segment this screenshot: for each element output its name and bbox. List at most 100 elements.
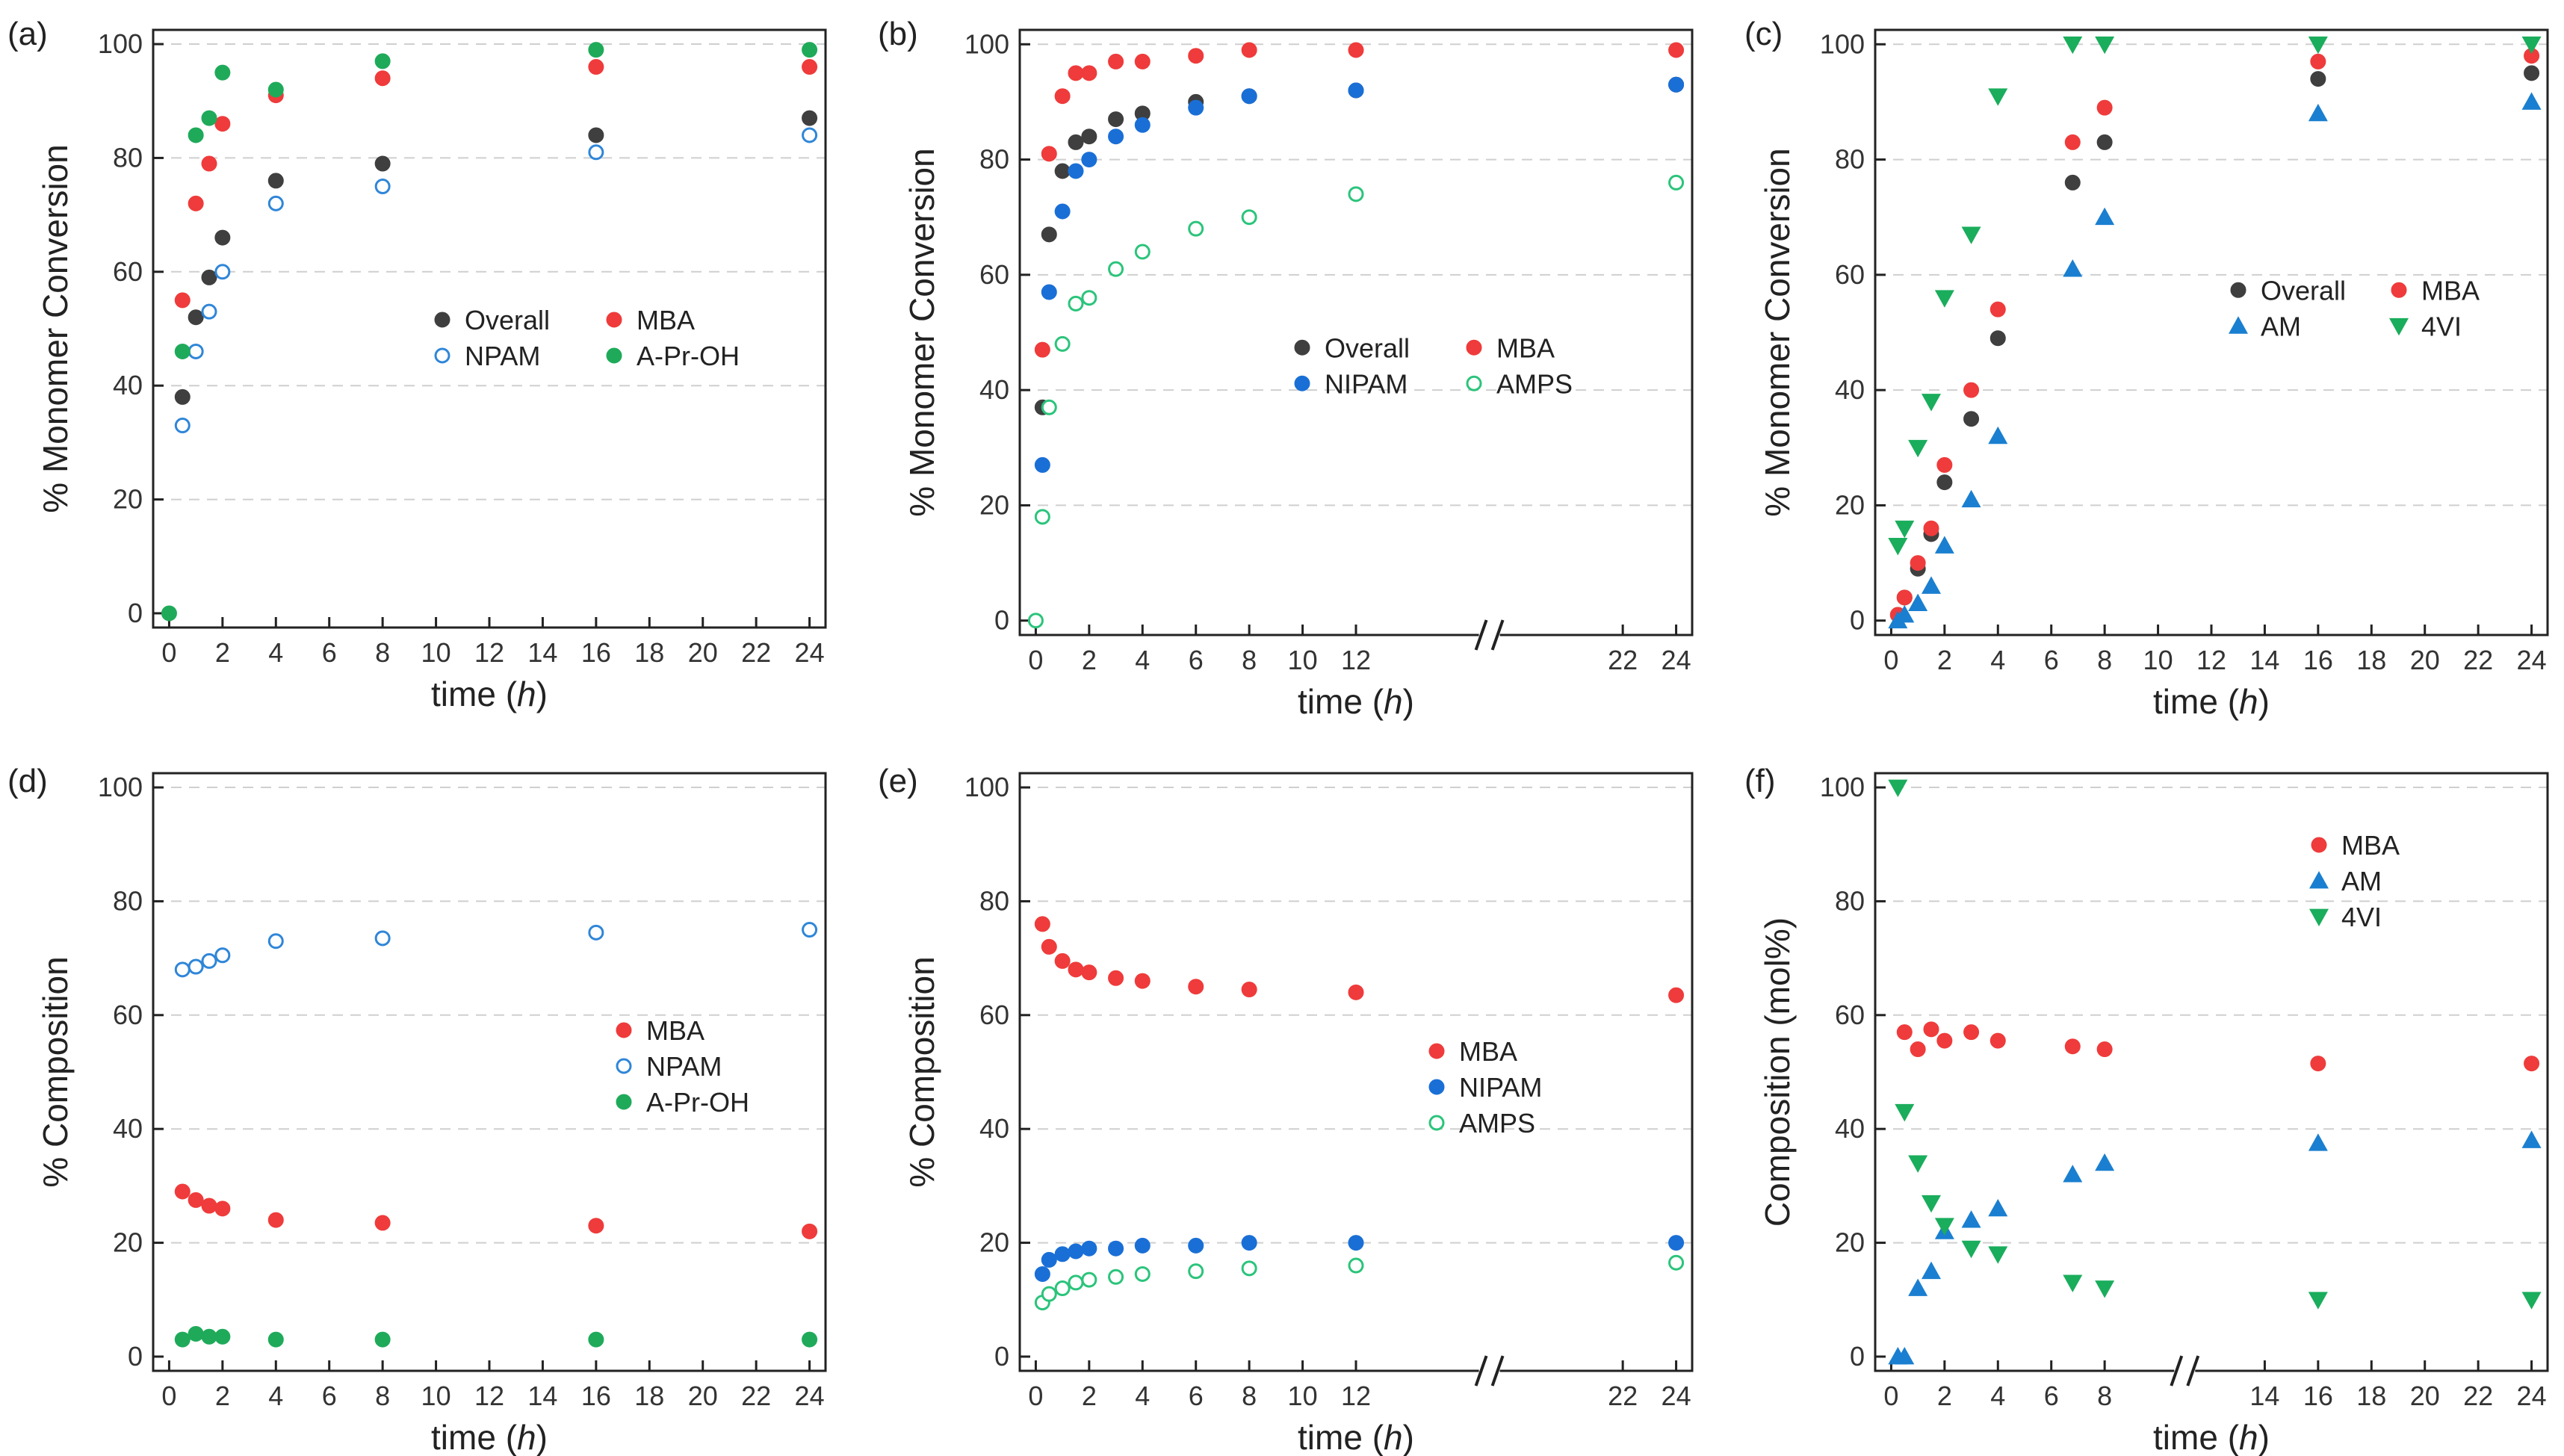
y-tick-label: 60	[113, 256, 143, 287]
x-tick-label: 8	[1242, 645, 1257, 675]
data-point	[1668, 1235, 1685, 1251]
y-tick-label: 60	[113, 1000, 143, 1030]
series-mba	[174, 1183, 818, 1239]
legend-label: AMPS	[1496, 368, 1573, 399]
data-point	[1963, 1024, 1980, 1041]
legend-label: MBA	[2421, 275, 2480, 306]
y-tick-label: 40	[1835, 1113, 1865, 1144]
legend-marker	[2309, 908, 2329, 926]
data-point	[201, 110, 217, 126]
data-point	[1989, 1032, 2006, 1049]
x-tick-label: 22	[741, 637, 771, 668]
data-point	[1034, 341, 1050, 358]
data-point	[174, 961, 191, 978]
data-point	[1188, 979, 1204, 995]
data-point	[2310, 1056, 2326, 1072]
x-tick-label: 4	[1135, 1381, 1150, 1411]
data-point	[1988, 1198, 2008, 1217]
data-point	[214, 229, 231, 246]
data-point	[1041, 938, 1057, 955]
y-tick-label: 0	[128, 598, 143, 628]
legend-marker	[1294, 339, 1310, 356]
data-point	[1054, 88, 1071, 105]
data-point	[802, 922, 818, 938]
data-point	[1908, 593, 1928, 611]
axis-break-mark	[1490, 1355, 1505, 1387]
data-point	[374, 53, 391, 69]
data-point	[267, 173, 284, 189]
data-point	[2064, 134, 2081, 150]
y-tick-label: 100	[964, 28, 1009, 59]
y-tick-label: 20	[979, 489, 1009, 520]
x-tick-label: 16	[581, 1381, 611, 1411]
x-tick-label: 16	[2303, 1381, 2333, 1411]
data-point	[374, 1215, 391, 1231]
data-point	[1081, 65, 1097, 81]
data-point	[1108, 128, 1124, 145]
data-point	[1895, 1346, 1915, 1365]
x-axis-label-main: time (	[431, 675, 518, 713]
data-point	[174, 418, 191, 434]
data-point	[1034, 509, 1050, 525]
y-tick-label: 60	[979, 1000, 1009, 1030]
legend-marker	[1428, 1043, 1445, 1059]
data-point	[188, 127, 204, 143]
data-point	[802, 1223, 818, 1239]
x-tick-label: 10	[421, 637, 451, 668]
data-point	[1081, 128, 1097, 145]
data-point	[588, 42, 604, 58]
series-a-pr-oh	[174, 1325, 818, 1348]
y-tick-label: 0	[994, 605, 1009, 636]
panel-label: (d)	[7, 763, 48, 799]
data-point	[1348, 1235, 1364, 1251]
data-point	[2308, 1292, 2328, 1310]
data-point	[802, 127, 818, 143]
data-point	[1923, 1021, 1939, 1038]
x-tick-label: 6	[1189, 645, 1204, 675]
data-point	[1134, 53, 1151, 69]
x-tick-label: 12	[1341, 1381, 1371, 1411]
series-amps	[1034, 1254, 1685, 1311]
axis-break-mark	[2170, 1355, 2184, 1387]
data-point	[214, 1328, 231, 1345]
data-point	[1936, 1032, 1953, 1049]
x-tick-label: 4	[268, 1381, 283, 1411]
data-point	[1081, 1271, 1097, 1288]
y-tick-label: 60	[1835, 1000, 1865, 1030]
data-point	[1936, 456, 1953, 473]
data-point	[201, 303, 217, 320]
x-tick-label: 20	[688, 1381, 718, 1411]
y-tick-label: 60	[979, 259, 1009, 290]
data-point	[201, 155, 217, 172]
x-tick-label: 10	[1288, 645, 1318, 675]
y-tick-label: 100	[1820, 772, 1865, 802]
data-point	[2096, 134, 2113, 150]
legend-marker	[1294, 375, 1310, 391]
axis-break-mark	[1490, 619, 1505, 651]
data-point	[1081, 152, 1097, 168]
data-point	[1068, 295, 1084, 312]
data-point	[374, 155, 391, 172]
y-tick-label: 100	[98, 28, 143, 59]
x-axis-label-end: )	[1403, 1418, 1414, 1456]
x-tick-label: 24	[2517, 1381, 2547, 1411]
data-point	[188, 343, 204, 359]
x-axis-label-end: )	[2258, 682, 2270, 721]
legend-marker	[1428, 1079, 1445, 1095]
legend-label: Overall	[2261, 275, 2346, 306]
data-point	[1241, 42, 1257, 58]
data-point	[1989, 301, 2006, 317]
data-point	[1054, 163, 1071, 179]
data-point	[214, 947, 231, 964]
data-point	[1961, 489, 1981, 508]
data-point	[1922, 1195, 1941, 1213]
data-point	[1988, 1246, 2008, 1264]
x-axis-label-unit: h	[517, 675, 536, 713]
data-point	[1988, 426, 2008, 444]
data-point	[1910, 555, 1926, 571]
x-tick-label: 18	[2356, 1381, 2386, 1411]
legend-label: Overall	[1325, 332, 1410, 363]
series-mba	[1034, 916, 1685, 1003]
data-point	[1888, 538, 1908, 556]
